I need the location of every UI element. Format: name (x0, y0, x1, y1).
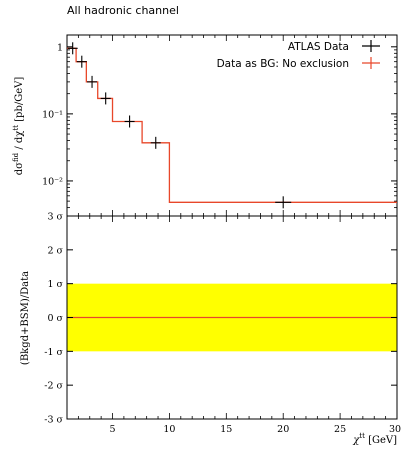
data-points (67, 42, 292, 209)
data-point (150, 136, 161, 149)
bottom-y-tick-label: 1 σ (47, 279, 63, 290)
bottom-axis-ticks: 3 σ 2 σ 1 σ 0 σ -1 σ -2 σ -3 σ 5 10 15 20 25 30 (44, 212, 401, 436)
data-point (87, 75, 98, 88)
x-tick-label: 10 (163, 424, 175, 435)
x-tick-label: 15 (220, 424, 232, 435)
x-tick-label: 25 (334, 424, 346, 435)
top-y-axis-label: dσfid / dχtt [pb/GeV] (12, 77, 25, 176)
mc-histogram-line (67, 47, 397, 203)
x-tick-label: 30 (389, 424, 401, 435)
legend: ATLAS Data Data as BG: No exclusion (217, 40, 380, 70)
top-y-tick-label: 10⁻² (42, 176, 63, 187)
legend-label-mc: Data as BG: No exclusion (217, 58, 349, 70)
bottom-y-tick-label: -2 σ (44, 381, 63, 392)
x-tick-label: 5 (109, 424, 115, 435)
bottom-y-tick-label: -1 σ (44, 347, 63, 358)
x-tick-label: 20 (277, 424, 289, 435)
chart-title: All hadronic channel (67, 4, 179, 17)
x-axis-label: χtt [GeV] (352, 432, 397, 446)
bottom-y-tick-label: -3 σ (44, 415, 63, 426)
data-point (124, 115, 135, 128)
data-point (76, 55, 87, 68)
bottom-y-axis-label: (Bkgd+BSM)/Data (20, 271, 31, 365)
data-point (67, 42, 78, 55)
svg-text:dσfid / dχtt [pb/GeV]: dσfid / dχtt [pb/GeV] (12, 77, 25, 176)
bottom-y-tick-label: 2 σ (47, 245, 63, 256)
mc-histogram (67, 47, 397, 203)
bottom-y-tick-label: 3 σ (47, 212, 63, 223)
data-point (100, 92, 111, 105)
legend-label-data: ATLAS Data (288, 41, 349, 53)
data-point (275, 196, 292, 209)
bottom-y-tick-label: 0 σ (47, 313, 63, 324)
top-y-tick-label: 1 (57, 42, 63, 53)
top-y-tick-label: 10⁻¹ (42, 109, 63, 120)
